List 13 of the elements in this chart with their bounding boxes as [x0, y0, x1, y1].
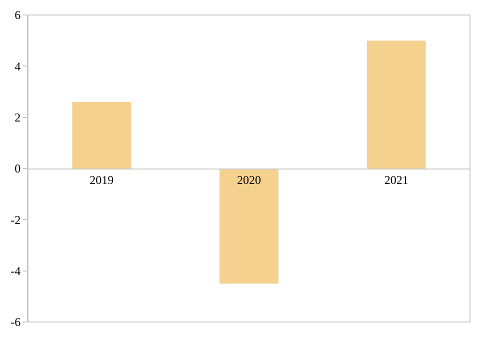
x-tick-label: 2020 [237, 172, 261, 187]
bar [220, 168, 278, 284]
y-tick-label: 4 [14, 59, 21, 74]
x-tick-label: 2019 [90, 172, 114, 187]
y-tick-label: -2 [10, 212, 21, 227]
y-tick-label: -4 [10, 264, 21, 278]
y-tick-label: -6 [10, 315, 21, 330]
bar [72, 102, 132, 168]
x-tick-label: 2021 [384, 172, 408, 187]
y-tick-label: 6 [14, 8, 21, 22]
y-tick-label: 0 [14, 162, 21, 176]
y-tick-label: 2 [14, 110, 21, 125]
bar [366, 40, 426, 168]
